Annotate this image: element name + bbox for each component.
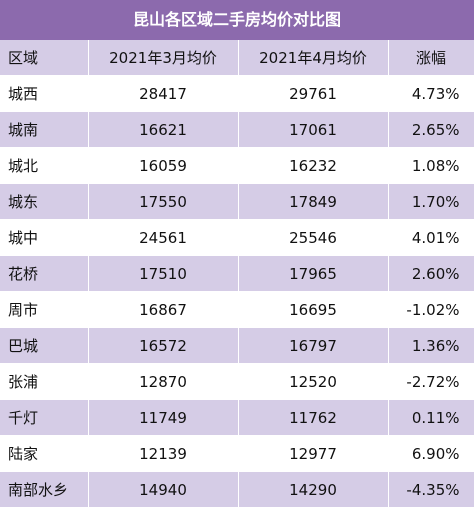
april-price-cell: 11762: [238, 399, 389, 436]
change-cell: -1.02%: [388, 291, 474, 328]
district-cell: 城西: [0, 75, 89, 112]
table-row: 城中 24561 25546 4.01%: [0, 219, 474, 256]
april-price-cell: 12977: [238, 435, 389, 472]
table-row: 花桥 17510 17965 2.60%: [0, 255, 474, 292]
march-price-cell: 12139: [88, 435, 239, 472]
change-cell: 6.90%: [388, 435, 474, 472]
march-price-cell: 16572: [88, 327, 239, 364]
april-price-cell: 29761: [238, 75, 389, 112]
march-price-cell: 11749: [88, 399, 239, 436]
april-price-cell: 17061: [238, 111, 389, 148]
table-row: 城北 16059 16232 1.08%: [0, 147, 474, 184]
header-district: 区域: [0, 40, 89, 76]
change-cell: 0.11%: [388, 399, 474, 436]
table-row: 南部水乡 14940 14290 -4.35%: [0, 471, 474, 508]
change-cell: -4.35%: [388, 471, 474, 508]
table-title: 昆山各区域二手房均价对比图: [0, 0, 474, 40]
change-cell: 1.08%: [388, 147, 474, 184]
table-row: 城东 17550 17849 1.70%: [0, 183, 474, 220]
change-cell: 1.36%: [388, 327, 474, 364]
march-price-cell: 14940: [88, 471, 239, 508]
april-price-cell: 16695: [238, 291, 389, 328]
april-price-cell: 17965: [238, 255, 389, 292]
change-cell: 4.01%: [388, 219, 474, 256]
change-cell: -2.72%: [388, 363, 474, 400]
district-cell: 城北: [0, 147, 89, 184]
header-row: 区域 2021年3月均价 2021年4月均价 涨幅: [0, 40, 474, 76]
april-price-cell: 12520: [238, 363, 389, 400]
march-price-cell: 16867: [88, 291, 239, 328]
table-row: 巴城 16572 16797 1.36%: [0, 327, 474, 364]
table-row: 城西 28417 29761 4.73%: [0, 75, 474, 112]
march-price-cell: 17510: [88, 255, 239, 292]
change-cell: 1.70%: [388, 183, 474, 220]
april-price-cell: 17849: [238, 183, 389, 220]
district-cell: 千灯: [0, 399, 89, 436]
april-price-cell: 16797: [238, 327, 389, 364]
march-price-cell: 12870: [88, 363, 239, 400]
table-row: 周市 16867 16695 -1.02%: [0, 291, 474, 328]
change-cell: 2.65%: [388, 111, 474, 148]
april-price-cell: 25546: [238, 219, 389, 256]
change-cell: 4.73%: [388, 75, 474, 112]
table-row: 城南 16621 17061 2.65%: [0, 111, 474, 148]
april-price-cell: 16232: [238, 147, 389, 184]
header-change: 涨幅: [388, 40, 474, 76]
march-price-cell: 28417: [88, 75, 239, 112]
table-row: 千灯 11749 11762 0.11%: [0, 399, 474, 436]
header-april-price: 2021年4月均价: [238, 40, 389, 76]
district-cell: 城东: [0, 183, 89, 220]
district-cell: 张浦: [0, 363, 89, 400]
april-price-cell: 14290: [238, 471, 389, 508]
district-cell: 巴城: [0, 327, 89, 364]
district-cell: 周市: [0, 291, 89, 328]
district-cell: 陆家: [0, 435, 89, 472]
header-march-price: 2021年3月均价: [88, 40, 239, 76]
march-price-cell: 16059: [88, 147, 239, 184]
change-cell: 2.60%: [388, 255, 474, 292]
price-table: 区域 2021年3月均价 2021年4月均价 涨幅 城西 28417 29761 4.…: [0, 40, 474, 508]
district-cell: 城中: [0, 219, 89, 256]
march-price-cell: 17550: [88, 183, 239, 220]
table-row: 陆家 12139 12977 6.90%: [0, 435, 474, 472]
district-cell: 城南: [0, 111, 89, 148]
district-cell: 花桥: [0, 255, 89, 292]
march-price-cell: 24561: [88, 219, 239, 256]
march-price-cell: 16621: [88, 111, 239, 148]
table-row: 张浦 12870 12520 -2.72%: [0, 363, 474, 400]
district-cell: 南部水乡: [0, 471, 89, 508]
